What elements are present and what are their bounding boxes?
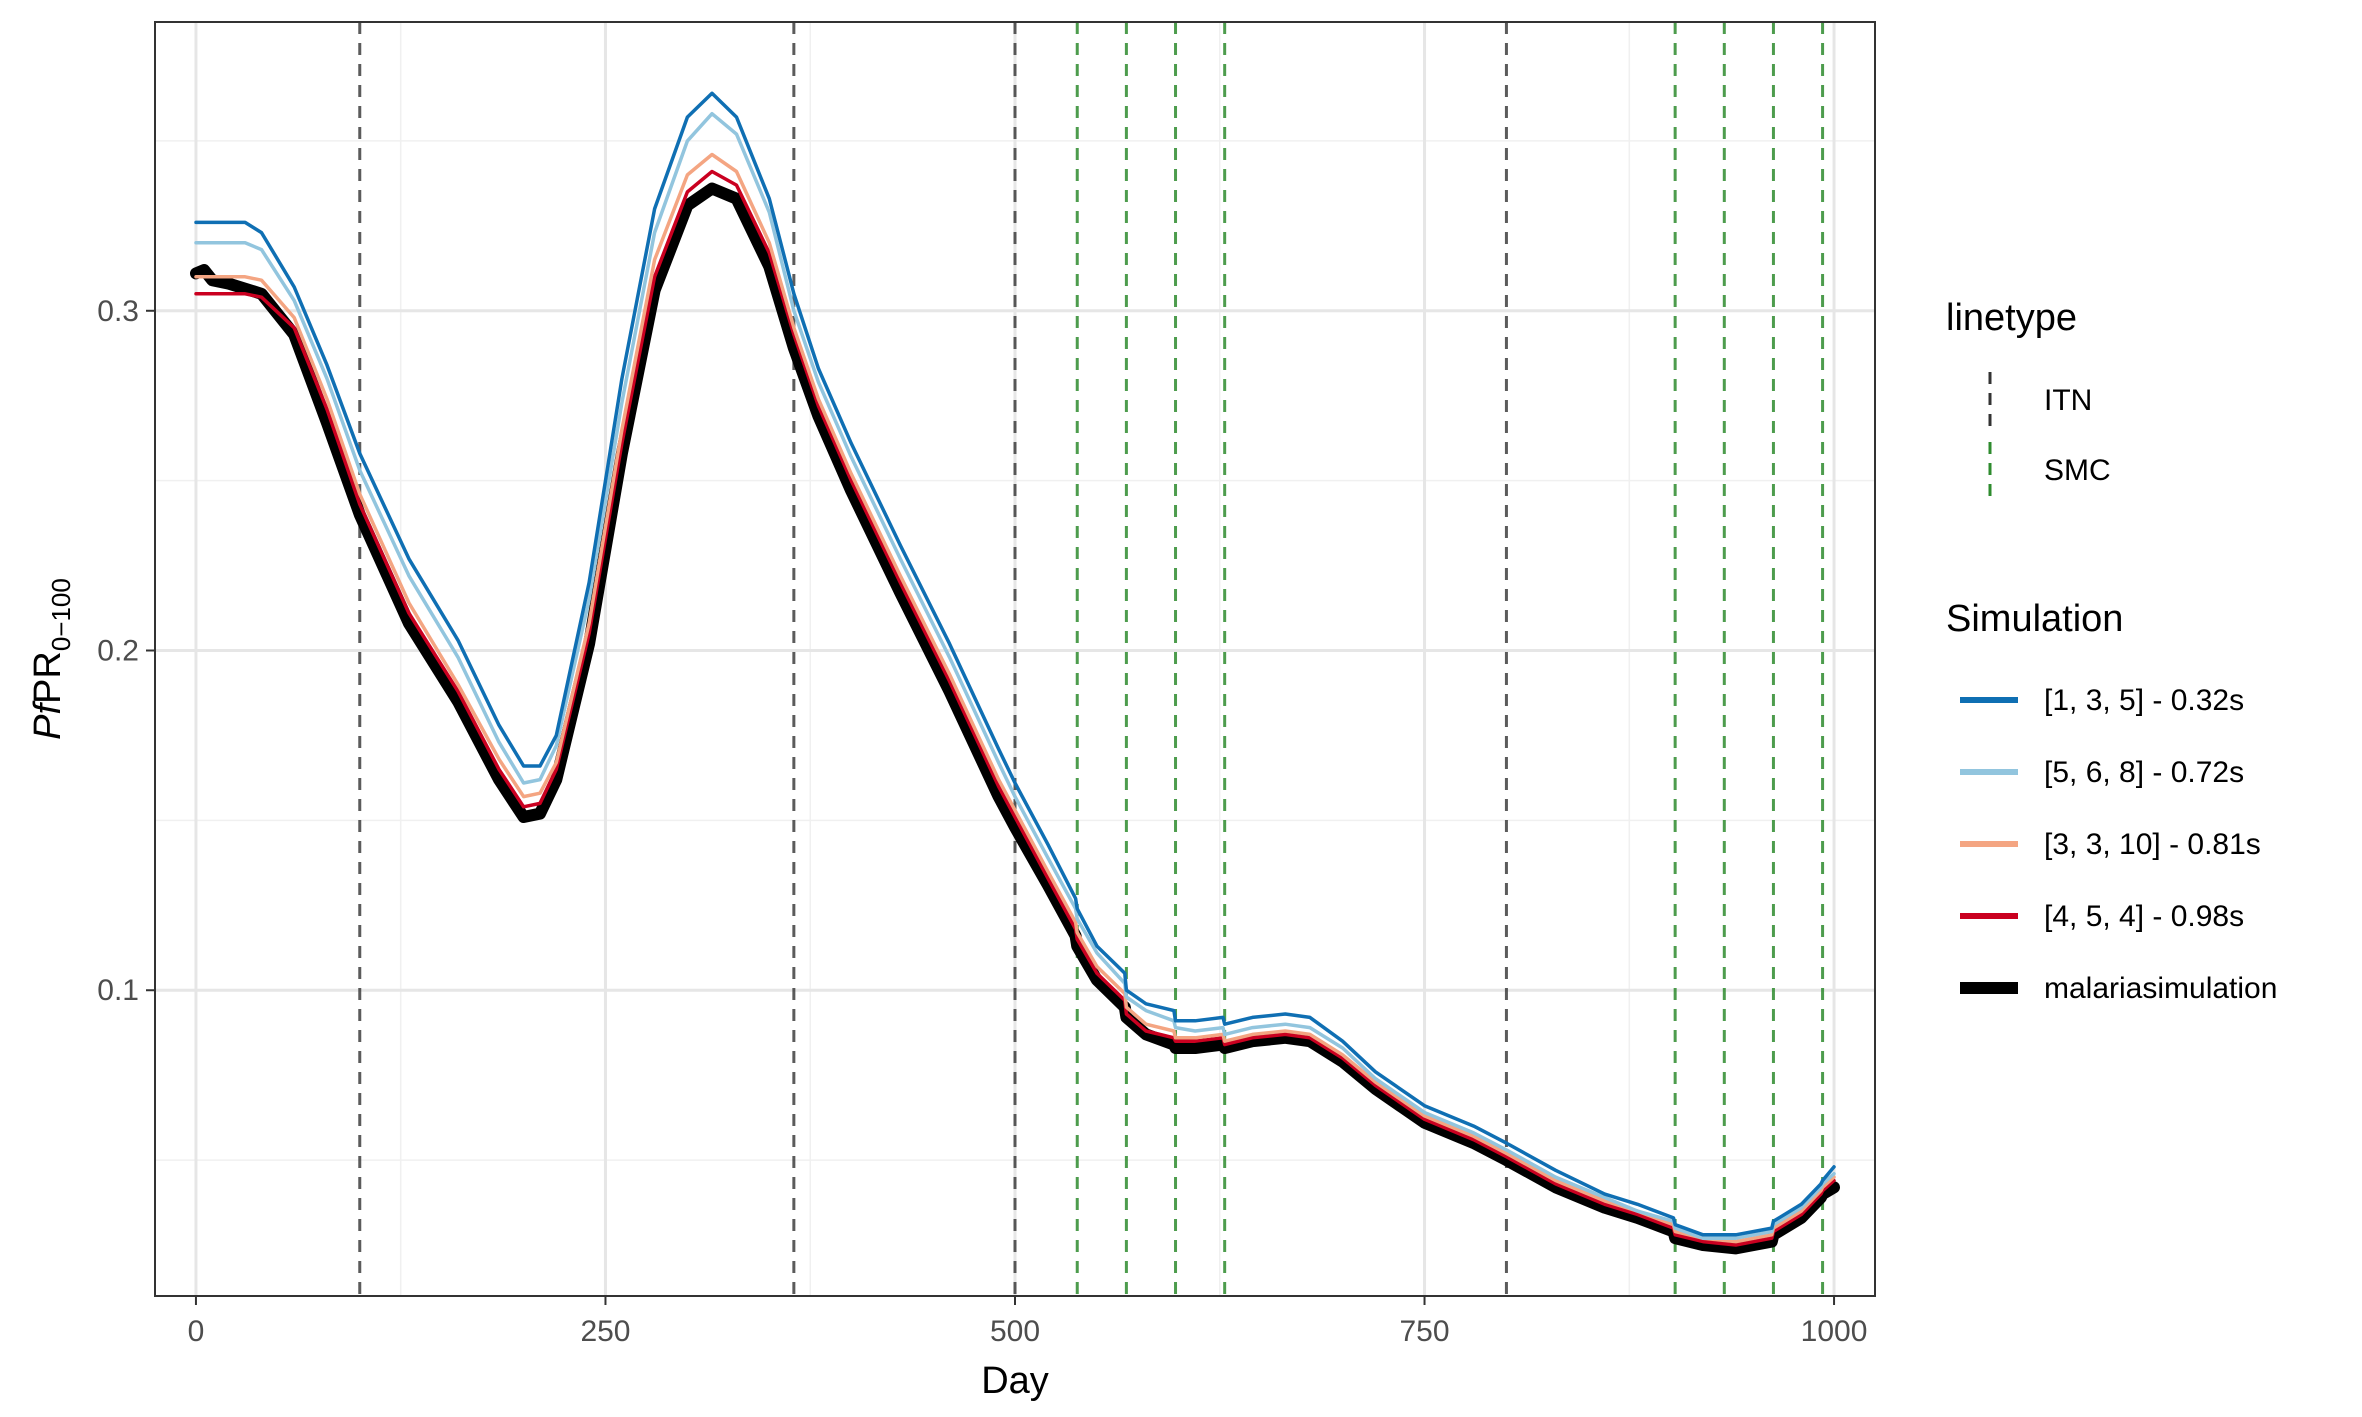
x-tick-label: 500 <box>990 1315 1040 1348</box>
simulation-legend-label: [1, 3, 5] - 0.32s <box>2044 684 2244 717</box>
x-axis-ticks: 0 250 500 750 1000 <box>188 1296 1868 1348</box>
x-tick-label: 0 <box>188 1315 205 1348</box>
y-axis-title-rest: PR <box>27 651 69 704</box>
series-line <box>194 91 1836 1237</box>
simulation-legend-label: [4, 5, 4] - 0.98s <box>2044 900 2244 933</box>
simulation-legend-keys: [1, 3, 5] - 0.32s [5, 6, 8] - 0.72s [3, 3,… <box>1960 684 2277 1005</box>
linetype-legend-keys: ITN SMC <box>1988 372 2111 498</box>
intervention-lines <box>358 22 1825 1296</box>
simulation-legend-title: Simulation <box>1946 598 2123 640</box>
x-axis-title: Day <box>981 1360 1049 1402</box>
simulation-legend-label: [5, 6, 8] - 0.72s <box>2044 756 2244 789</box>
y-axis-ticks: 0.1 0.2 0.3 <box>97 295 155 1007</box>
x-tick-label: 250 <box>580 1315 630 1348</box>
y-tick-label: 0.1 <box>97 974 139 1007</box>
y-tick-label: 0.3 <box>97 295 139 328</box>
y-tick-label: 0.2 <box>97 635 139 668</box>
series-lines <box>190 91 1840 1255</box>
itn-legend-label: ITN <box>2044 384 2092 417</box>
y-axis-title-subscript: 0−100 <box>46 578 76 651</box>
simulation-legend-label: [3, 3, 10] - 0.81s <box>2044 828 2261 861</box>
series-line <box>194 111 1836 1240</box>
x-tick-label: 1000 <box>1801 1315 1868 1348</box>
y-axis-title-main: Pf <box>27 701 69 740</box>
simulation-legend: Simulation [1, 3, 5] - 0.32s [5, 6, 8] - … <box>1946 598 2277 1005</box>
linetype-legend-title: linetype <box>1946 297 2077 339</box>
series-line <box>194 169 1836 1247</box>
linetype-legend: linetype ITN SMC <box>1946 297 2111 498</box>
smc-legend-label: SMC <box>2044 454 2111 487</box>
simulation-legend-label: malariasimulation <box>2044 972 2277 1005</box>
y-axis-title: PfPR0−100 <box>27 578 76 740</box>
x-tick-label: 750 <box>1399 1315 1449 1348</box>
series-line <box>190 182 1840 1255</box>
